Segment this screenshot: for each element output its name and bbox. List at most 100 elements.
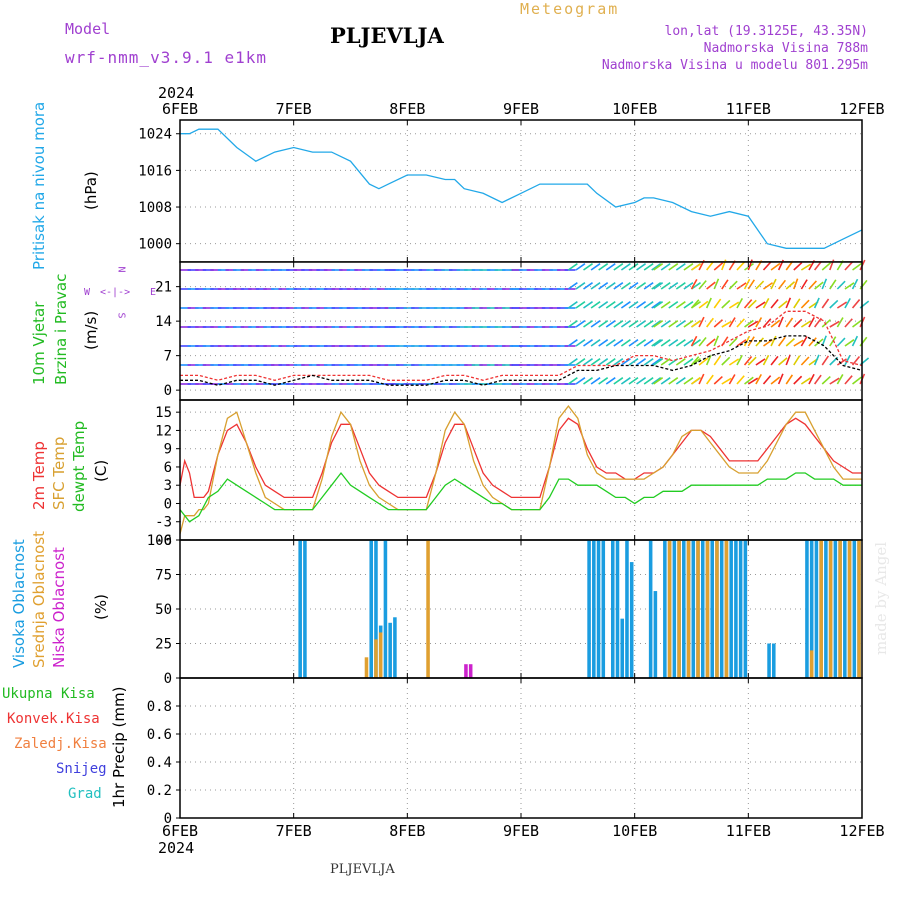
wind-vector [698,316,705,328]
wind-vector [844,282,855,290]
x-date-label-top: 9FEB [503,100,539,118]
cloudiness-bar [468,664,473,678]
wind-vector [598,263,609,271]
lonlat-text: lon,lat (19.3125E, 43.35N) [664,24,869,39]
wind-vector [755,301,766,309]
wind-title-1: 10m Vjetar [30,301,48,385]
cloudiness-bar [663,540,667,678]
model-label: Model [65,20,111,38]
cloudiness-bar [682,540,686,678]
cloudiness-bar [833,540,838,678]
wind-vector [675,358,686,366]
wind-vector [836,301,848,309]
wind-vector [778,336,786,347]
wind-vector [705,297,712,309]
wind-vector [653,358,664,366]
wind-vector [628,377,639,385]
wind-vector [698,280,707,290]
cloudiness-bar [303,540,307,678]
y-tick-label: 1016 [138,163,172,179]
x-date-label-top: 8FEB [389,100,425,118]
cloudiness-bar [819,540,823,678]
wind-vector [814,317,822,328]
cloudiness-bar [814,540,819,678]
y-tick-label: 0 [164,671,172,687]
wind-vector [763,338,773,347]
wind-vector [821,375,831,385]
wind-vector [755,280,765,290]
wind-vector [590,320,601,328]
y-tick-label: 1024 [138,127,172,143]
model-name: wrf-nmm_v3.9.1 e1km [65,48,268,67]
wind-vector [785,338,795,347]
cloudiness-bar [767,643,771,678]
x-date-label-top: 7FEB [276,100,312,118]
wind-vector [643,282,654,290]
wind-vector [821,262,832,271]
wind-vector [567,282,578,290]
wind-vector [785,374,794,385]
wind-vector [567,320,578,328]
pressure-series-0 [180,128,863,249]
wind-vector [778,279,787,290]
wind-vector [643,301,654,309]
wind-vector [762,297,770,309]
wind-vector [755,358,766,366]
wind-vector [636,320,647,328]
cloudiness-bar [378,632,383,678]
wind-vector [636,377,647,385]
wind-vector [808,337,817,347]
model-elevation-text: Nadmorska Visina u modelu 801.295m [601,58,868,73]
wind-vector [800,377,811,385]
compass-east: E [150,287,157,298]
wind-vector [713,375,723,385]
wind-vector [785,354,791,366]
wind-vector [755,317,763,328]
wind-vector [691,376,701,385]
wind-vector [620,320,631,328]
wind-vector [613,301,624,309]
wind-vector [852,319,862,328]
wind-vector [675,377,686,385]
wind-vector [808,316,815,328]
meteogram-label: Meteogram [520,0,620,18]
cloudiness-bar [719,540,724,678]
wind-vector [755,374,762,385]
compass-south: S [115,312,127,319]
precip-hail-label: Grad [68,786,102,802]
wind-vector [713,335,720,347]
temp-sfc-label: SFC Temp [50,436,68,510]
y-tick-label: 0.2 [147,783,172,799]
wind-vector [620,358,631,366]
x-date-label-bottom: 9FEB [503,822,539,840]
cloudiness-bar [374,639,378,678]
wind-vector [620,377,631,385]
wind-vector [598,377,609,385]
wind-vector [777,373,784,385]
temperature-series-2 [179,471,862,523]
wind-vector [821,278,828,290]
y-tick-label: 21 [155,280,172,296]
wind-vector [690,278,698,290]
wind-vector [851,299,861,309]
wind-vector [721,299,731,309]
wind-vector [844,354,851,366]
wind-vector [590,263,601,271]
wind-vector [613,339,624,347]
y-tick-label: -3 [155,515,172,531]
wind-vector [683,263,694,271]
y-tick-label: 6 [164,460,172,476]
temperature-series-0 [179,417,862,499]
watermark: made by Angel [872,541,890,655]
cloudiness-bar [729,540,733,678]
wind-vector [814,260,823,271]
wind-panel: 0 7 14 21 [155,259,870,401]
cloudiness-bar [629,562,634,678]
wind-vector [698,336,707,347]
wind-vector [721,279,729,290]
wind-vector [762,354,770,366]
wind-vector [675,282,686,290]
wind-vector [813,354,820,366]
wind-vector [620,282,631,290]
